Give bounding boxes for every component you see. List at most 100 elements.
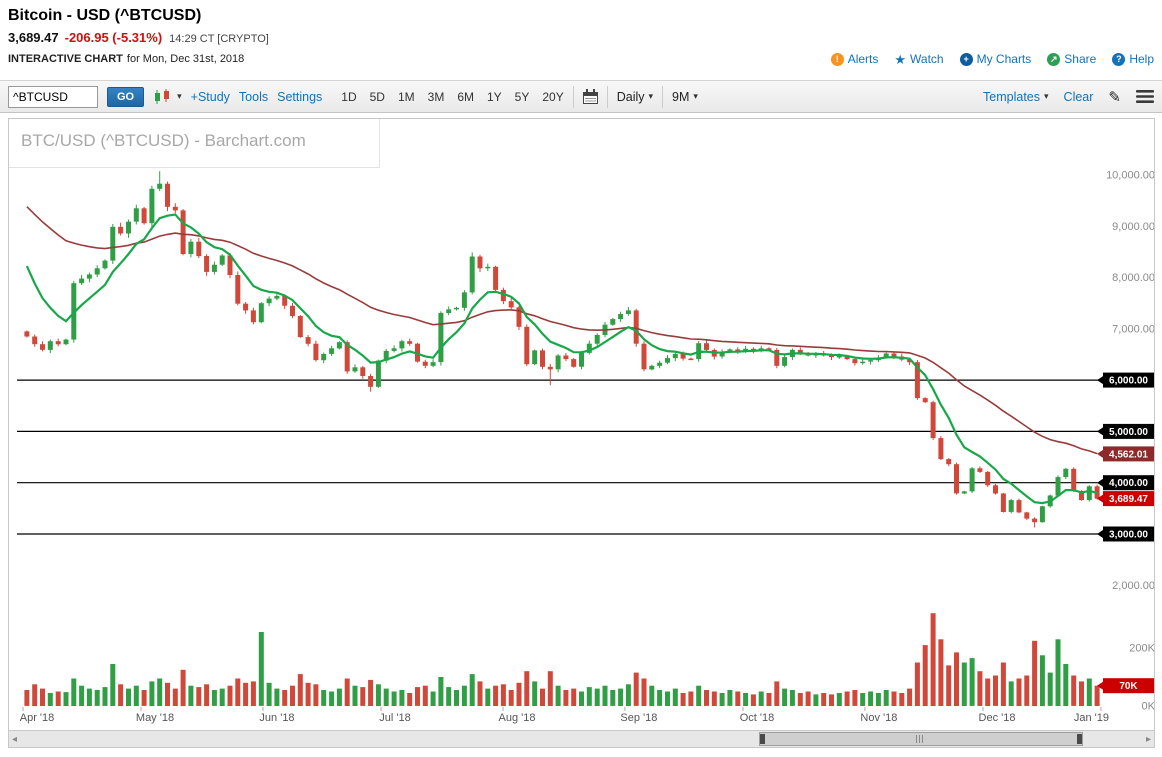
candle <box>63 339 69 345</box>
tools-link[interactable]: Tools <box>238 89 269 104</box>
alerts-link[interactable]: ! Alerts <box>830 52 878 66</box>
span-dropdown[interactable]: 9M ▾ <box>672 90 698 104</box>
scrollbar-right-arrow-icon[interactable]: ▸ <box>1145 734 1151 745</box>
draw-tool-icon[interactable]: ✎ <box>1108 88 1121 106</box>
frequency-dropdown[interactable]: Daily ▾ <box>617 90 653 104</box>
range-5y[interactable]: 5Y <box>514 89 530 104</box>
volume-bar <box>461 685 467 706</box>
volume-bar <box>352 685 358 706</box>
volume-bar <box>415 687 420 706</box>
candle <box>375 360 381 387</box>
calendar-button[interactable] <box>582 89 598 104</box>
volume-bar <box>336 688 342 706</box>
candle <box>571 359 577 367</box>
clear-link[interactable]: Clear <box>1063 89 1094 104</box>
candle <box>907 359 913 363</box>
candle <box>227 255 233 275</box>
symbol-input[interactable] <box>8 85 98 108</box>
moving-averages-layer <box>25 206 1098 505</box>
candle <box>782 357 788 366</box>
range-5d[interactable]: 5D <box>369 89 385 104</box>
month-label: Apr '18 <box>20 712 55 724</box>
volume-bar <box>297 674 303 706</box>
volume-bar <box>430 691 436 706</box>
candle <box>688 358 694 361</box>
volume-bar <box>524 671 530 706</box>
volume-bar <box>383 688 389 706</box>
candle <box>110 226 116 261</box>
candle <box>1071 468 1077 491</box>
share-link[interactable]: ↗ Share <box>1047 52 1096 66</box>
volume-bar <box>602 685 608 706</box>
volume-bar <box>227 685 233 706</box>
chart-scrollbar[interactable]: ◂ ▸ <box>9 730 1154 747</box>
volume-bar <box>789 690 795 706</box>
volume-bar <box>422 685 428 706</box>
scrollbar-right-handle[interactable] <box>1077 734 1082 744</box>
price-volume-svg[interactable]: Apr '18 May '18 Jun '18 Jul '18 Aug '18 Sep '… <box>9 119 1154 729</box>
volume-bar <box>758 691 764 706</box>
volume-bar <box>40 688 45 706</box>
watch-link[interactable]: ★ Watch <box>894 52 943 66</box>
candle <box>547 366 553 370</box>
x-axis-layer: Apr '18 May '18 Jun '18 Jul '18 Aug '18 Sep '… <box>20 707 1109 724</box>
go-button[interactable]: GO <box>107 86 145 107</box>
range-20y[interactable]: 20Y <box>542 89 564 104</box>
chart-area[interactable]: Apr '18 May '18 Jun '18 Jul '18 Aug '18 Sep '… <box>8 118 1155 748</box>
candle <box>836 356 842 358</box>
candle <box>118 226 124 234</box>
scrollbar-thumb[interactable] <box>758 732 1083 746</box>
candle <box>211 264 217 272</box>
candle <box>336 342 342 349</box>
volume-bar <box>1071 675 1077 706</box>
scrollbar-left-handle[interactable] <box>759 734 765 744</box>
volume-bar <box>274 688 280 706</box>
volume-bar <box>680 693 686 706</box>
candle <box>735 349 741 352</box>
volume-bar <box>782 688 788 706</box>
chevron-down-icon: ▾ <box>177 91 182 101</box>
range-1y[interactable]: 1Y <box>486 89 502 104</box>
candle <box>469 256 475 293</box>
range-1d[interactable]: 1D <box>341 89 357 104</box>
month-label: Jun '18 <box>259 712 294 724</box>
my-charts-link[interactable]: + My Charts <box>959 52 1031 66</box>
candle <box>55 341 61 345</box>
candle <box>883 353 889 358</box>
month-label: May '18 <box>136 712 174 724</box>
axis-label: 7,000.00 <box>1112 323 1154 335</box>
candle <box>1039 506 1045 523</box>
candle <box>750 348 756 351</box>
settings-link[interactable]: Settings <box>277 89 323 104</box>
templates-dropdown[interactable]: Templates ▾ <box>983 90 1049 104</box>
volume-bar <box>586 687 592 706</box>
range-3m[interactable]: 3M <box>427 89 445 104</box>
scrollbar-left-arrow-icon[interactable]: ◂ <box>12 734 18 745</box>
candle <box>32 336 38 345</box>
menu-icon[interactable] <box>1136 90 1154 103</box>
volume-bar <box>118 684 124 707</box>
volume-bar <box>243 682 249 706</box>
calendar-icon <box>582 89 598 104</box>
range-1m[interactable]: 1M <box>397 89 415 104</box>
candle <box>235 275 241 304</box>
volume-bar <box>649 685 655 706</box>
candle <box>672 354 678 359</box>
volume-bar <box>1047 672 1053 706</box>
axis-label: 8,000.00 <box>1112 272 1154 284</box>
volume-bar <box>961 662 967 706</box>
volume-bar <box>219 688 225 706</box>
candle <box>157 183 163 189</box>
volume-bar <box>399 690 405 706</box>
candle <box>969 468 975 492</box>
range-6m[interactable]: 6M <box>457 89 474 104</box>
volume-bar <box>594 688 600 706</box>
volume-bar <box>821 693 827 706</box>
volume-bar <box>938 639 944 706</box>
help-link[interactable]: ? Help <box>1112 52 1154 66</box>
volume-bar <box>891 691 897 706</box>
candle <box>540 350 545 367</box>
axis-label: 200K <box>1129 643 1154 655</box>
study-link[interactable]: +Study <box>190 89 230 104</box>
chart-type-dropdown[interactable]: ▾ <box>153 88 182 105</box>
